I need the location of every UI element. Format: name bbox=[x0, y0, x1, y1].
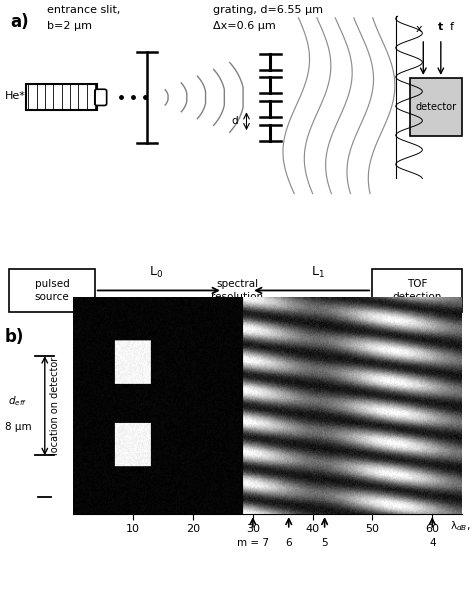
Text: 8 μm: 8 μm bbox=[5, 423, 31, 432]
Text: d: d bbox=[231, 116, 238, 126]
Text: x: x bbox=[415, 24, 422, 34]
Text: λ$_{dB}$, pm: λ$_{dB}$, pm bbox=[450, 519, 474, 532]
Text: m = 7: m = 7 bbox=[237, 538, 269, 548]
Bar bbox=[410, 78, 462, 136]
Bar bbox=[9, 269, 95, 311]
FancyBboxPatch shape bbox=[95, 89, 107, 105]
Text: He*: He* bbox=[5, 91, 26, 101]
Text: b=2 μm: b=2 μm bbox=[47, 21, 92, 31]
Text: detector: detector bbox=[416, 102, 456, 112]
Text: grating, d=6.55 μm: grating, d=6.55 μm bbox=[213, 5, 323, 15]
Text: L$_0$: L$_0$ bbox=[149, 265, 164, 280]
Text: Δx=0.6 μm: Δx=0.6 μm bbox=[213, 21, 276, 31]
Text: 4: 4 bbox=[429, 538, 436, 548]
Text: entrance slit,: entrance slit, bbox=[47, 5, 121, 15]
Text: d$_{eff}$: d$_{eff}$ bbox=[9, 394, 27, 408]
Text: f: f bbox=[450, 22, 454, 32]
Text: 6: 6 bbox=[285, 538, 292, 548]
Text: t: t bbox=[438, 22, 444, 32]
Text: TOF
detection: TOF detection bbox=[392, 279, 442, 302]
Text: spectral
resolution: spectral resolution bbox=[211, 279, 263, 302]
Bar bbox=[26, 84, 97, 111]
Bar bbox=[372, 269, 462, 311]
Text: 5: 5 bbox=[321, 538, 328, 548]
Text: pulsed
source: pulsed source bbox=[35, 279, 70, 302]
Text: location on detector: location on detector bbox=[50, 356, 61, 455]
Text: a): a) bbox=[10, 13, 29, 31]
Text: b): b) bbox=[5, 328, 24, 346]
Text: L$_1$: L$_1$ bbox=[310, 265, 325, 280]
